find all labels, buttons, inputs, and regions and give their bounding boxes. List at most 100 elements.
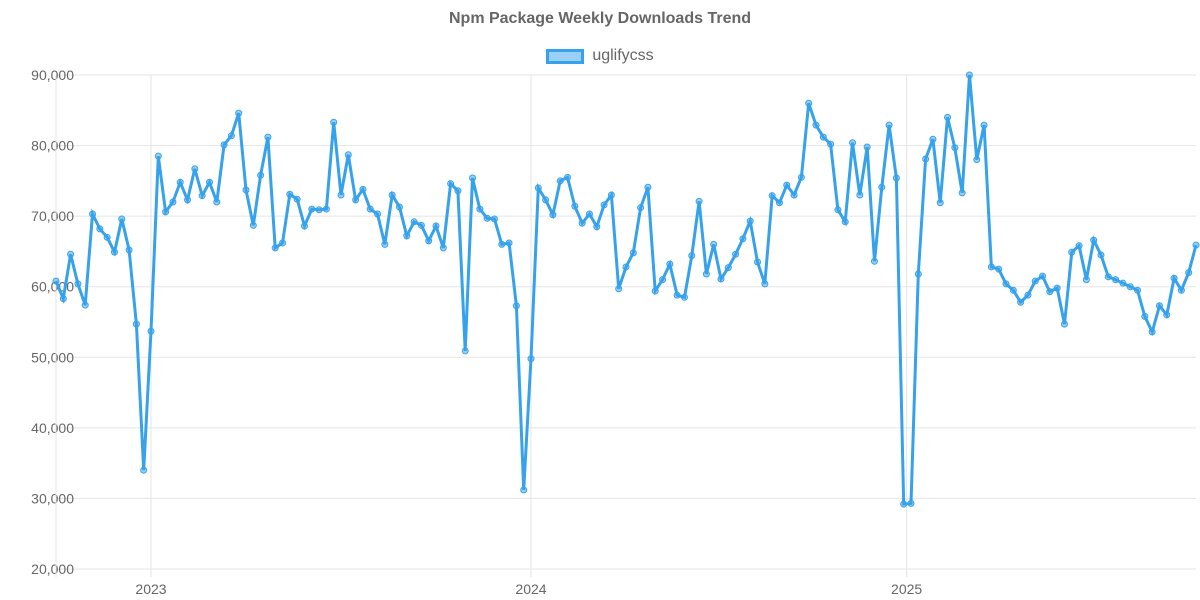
- data-point: [834, 206, 842, 214]
- data-point: [615, 285, 623, 293]
- data-point: [900, 500, 908, 508]
- data-point: [374, 210, 382, 218]
- legend-swatch[interactable]: [546, 48, 585, 64]
- data-point: [330, 118, 338, 126]
- data-point: [381, 240, 389, 248]
- data-point: [688, 252, 696, 260]
- y-tick-label: 80,000: [31, 138, 74, 154]
- data-point: [987, 263, 995, 271]
- data-point: [622, 263, 630, 271]
- data-point: [1192, 241, 1200, 249]
- data-point: [366, 205, 374, 213]
- data-point: [249, 221, 257, 229]
- data-point: [140, 466, 148, 474]
- data-point: [922, 155, 930, 163]
- series-line-uglifycss: [54, 74, 1198, 506]
- data-point: [279, 239, 287, 247]
- data-point: [52, 277, 60, 285]
- data-point: [1009, 286, 1017, 294]
- data-point: [74, 280, 82, 288]
- data-point: [96, 225, 104, 233]
- data-point: [783, 181, 791, 189]
- data-point: [1046, 288, 1054, 296]
- data-point: [761, 280, 769, 288]
- data-point: [213, 198, 221, 206]
- data-point: [556, 177, 564, 185]
- data-point: [1155, 302, 1163, 310]
- data-point: [797, 173, 805, 181]
- x-tick-label: 2023: [135, 581, 166, 597]
- data-point: [322, 205, 330, 213]
- data-point: [1082, 276, 1090, 284]
- data-point: [710, 240, 718, 248]
- data-point: [242, 186, 250, 194]
- data-point: [673, 291, 681, 299]
- data-point: [1134, 286, 1142, 294]
- data-point: [542, 196, 550, 204]
- data-point: [754, 258, 762, 266]
- data-point: [176, 178, 184, 186]
- data-point: [1185, 269, 1193, 277]
- data-point: [264, 133, 272, 141]
- data-point: [534, 184, 542, 192]
- data-point: [1002, 280, 1010, 288]
- data-point: [980, 121, 988, 129]
- data-point: [1119, 279, 1127, 287]
- data-point: [724, 264, 732, 272]
- data-point: [235, 109, 243, 117]
- x-tick-label: 2024: [515, 581, 546, 597]
- data-point: [549, 211, 557, 219]
- data-point: [132, 320, 140, 328]
- data-point: [659, 276, 667, 284]
- y-tick-label: 40,000: [31, 420, 74, 436]
- data-point: [944, 113, 952, 121]
- data-point: [388, 191, 396, 199]
- data-point: [1060, 320, 1068, 328]
- data-point: [637, 204, 645, 212]
- data-point: [819, 133, 827, 141]
- data-point: [995, 265, 1003, 273]
- data-point: [885, 121, 893, 129]
- data-point: [461, 347, 469, 355]
- data-point: [300, 222, 308, 230]
- data-point: [154, 152, 162, 160]
- data-point: [585, 210, 593, 218]
- legend-label[interactable]: uglifycss: [592, 47, 654, 64]
- data-point: [498, 240, 506, 248]
- data-point: [1075, 242, 1083, 250]
- data-point: [89, 210, 97, 218]
- data-point: [469, 174, 477, 182]
- data-point: [849, 139, 857, 147]
- data-point: [1126, 283, 1134, 291]
- data-point: [951, 144, 959, 152]
- data-point: [629, 249, 637, 257]
- data-point: [892, 174, 900, 182]
- data-point: [929, 135, 937, 143]
- data-point: [505, 239, 513, 247]
- data-point: [417, 221, 425, 229]
- data-point: [344, 151, 352, 159]
- data-point: [527, 355, 535, 363]
- data-point: [359, 185, 367, 193]
- data-point: [1170, 274, 1178, 282]
- data-point: [257, 171, 265, 179]
- data-point: [103, 233, 111, 241]
- data-point: [432, 222, 440, 230]
- data-point: [425, 237, 433, 245]
- y-tick-label: 50,000: [31, 349, 74, 365]
- data-point: [973, 156, 981, 164]
- data-point: [454, 187, 462, 195]
- data-point: [1068, 248, 1076, 256]
- data-point: [739, 235, 747, 243]
- data-point: [410, 218, 418, 226]
- data-point: [644, 183, 652, 191]
- data-point: [856, 191, 864, 199]
- data-point: [286, 190, 294, 198]
- data-point: [768, 192, 776, 200]
- data-point: [827, 140, 835, 148]
- data-point: [476, 205, 484, 213]
- data-point: [198, 192, 206, 200]
- data-point: [805, 99, 813, 107]
- data-point: [1141, 312, 1149, 320]
